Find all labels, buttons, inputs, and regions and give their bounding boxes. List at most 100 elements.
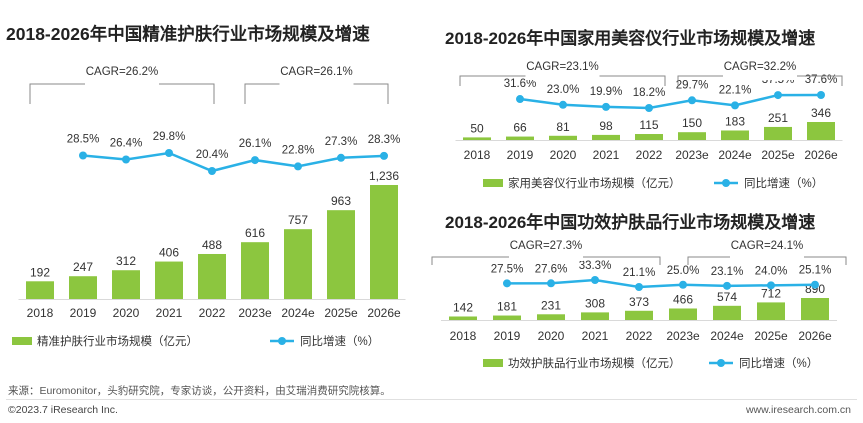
growth-point-2-8: [811, 280, 819, 289]
growth-label-0-5: 26.1%: [239, 138, 272, 150]
growth-point-2-1: [503, 279, 511, 288]
website-url: www.iresearch.com.cn: [745, 404, 851, 416]
bar-value-label-0-4: 488: [202, 238, 222, 252]
bar-value-label-2-3: 308: [585, 296, 605, 310]
growth-label-1-8: 37.6%: [805, 74, 838, 86]
category-label-1-8: 2026e: [804, 148, 838, 162]
bar-1-1: [506, 136, 534, 140]
bar-value-label-0-8: 1,236: [369, 169, 399, 183]
bar-0-5: [241, 242, 269, 299]
growth-point-1-4: [645, 104, 653, 112]
growth-label-0-7: 27.3%: [325, 136, 358, 148]
cagr-label-0-1: CAGR=26.1%: [280, 66, 353, 78]
copyright: ©2023.7 iResearch Inc.: [8, 404, 118, 416]
growth-label-2-3: 33.3%: [579, 260, 612, 272]
cagr-label-0-0: CAGR=26.2%: [86, 66, 159, 78]
bar-value-label-1-5: 150: [682, 116, 702, 130]
bar-value-label-1-0: 50: [470, 121, 484, 135]
bar-2-3: [581, 312, 609, 320]
growth-point-2-4: [635, 283, 643, 291]
category-label-1-1: 2019: [507, 148, 534, 162]
growth-label-1-4: 18.2%: [633, 87, 666, 99]
growth-point-2-2: [547, 279, 555, 288]
growth-line-0: [82, 151, 385, 173]
bar-value-label-1-1: 66: [513, 121, 527, 135]
category-label-0-1: 2019: [70, 306, 97, 320]
legend-bar-label-2: 功效护肤品行业市场规模（亿元）: [508, 356, 681, 370]
bar-value-label-0-7: 963: [331, 194, 351, 208]
growth-point-0-6: [294, 162, 302, 171]
bar-value-label-0-2: 312: [116, 254, 136, 268]
bar-value-label-2-2: 231: [541, 298, 561, 312]
growth-point-2-3: [591, 276, 599, 284]
legend-line-label-1: 同比增速（%）: [744, 176, 823, 190]
bar-value-label-2-5: 466: [673, 292, 693, 306]
category-label-2-0: 2018: [450, 329, 477, 343]
cagr-label-bg-2-1: [730, 253, 804, 261]
category-label-2-8: 2026e: [798, 329, 832, 343]
cagr-label-1-0: CAGR=23.1%: [526, 61, 599, 73]
cagr-label-bg-0-1: [279, 80, 354, 88]
category-label-0-0: 2018: [27, 306, 54, 320]
category-label-2-3: 2021: [582, 329, 609, 343]
legend-bar-label-0: 精准护肤行业市场规模（亿元）: [37, 334, 198, 348]
growth-label-2-2: 27.6%: [535, 263, 568, 275]
category-label-2-4: 2022: [626, 329, 653, 343]
footer-divider: [6, 399, 857, 400]
bar-1-6: [721, 130, 749, 140]
growth-label-1-1: 31.6%: [504, 78, 537, 90]
cagr-label-bg-1-0: [525, 72, 600, 80]
category-label-1-7: 2025e: [761, 148, 795, 162]
category-label-2-6: 2024e: [710, 329, 744, 343]
bar-value-label-1-3: 98: [599, 119, 613, 133]
bar-value-label-0-6: 757: [288, 213, 308, 227]
bar-0-2: [112, 270, 140, 299]
legend-bar-swatch-0: [12, 337, 32, 345]
growth-line-2: [506, 278, 816, 289]
category-label-0-3: 2021: [156, 306, 183, 320]
cagr-label-bg-1-1: [723, 72, 797, 80]
growth-point-0-8: [380, 151, 388, 160]
bar-1-5: [678, 132, 706, 140]
chart-title-functional-skincare: 2018-2026年中国功效护肤品行业市场规模及增速: [445, 213, 816, 232]
growth-label-2-8: 25.1%: [799, 265, 832, 277]
bar-value-label-2-4: 373: [629, 295, 649, 309]
bar-0-3: [155, 261, 183, 299]
growth-label-2-7: 24.0%: [755, 265, 788, 277]
category-label-1-5: 2023e: [675, 148, 709, 162]
legend-bar-swatch-1: [483, 179, 503, 187]
growth-label-0-6: 22.8%: [282, 144, 315, 156]
bar-1-3: [592, 134, 620, 140]
category-label-2-5: 2023e: [666, 329, 700, 343]
bar-1-8: [807, 122, 835, 140]
bar-1-7: [764, 126, 792, 140]
growth-point-1-3: [602, 102, 610, 111]
legend-line-label-0: 同比增速（%）: [300, 334, 379, 348]
bar-value-label-2-1: 181: [497, 300, 517, 314]
bar-2-0: [449, 316, 477, 320]
bar-value-label-1-2: 81: [556, 120, 570, 134]
bar-value-label-1-4: 115: [639, 118, 658, 132]
growth-point-0-3: [165, 149, 173, 157]
growth-label-0-1: 28.5%: [67, 133, 100, 145]
growth-line-1: [519, 93, 822, 110]
cagr-label-1-1: CAGR=32.2%: [724, 61, 797, 73]
legend-line-marker-0: [278, 337, 286, 345]
growth-point-0-2: [122, 155, 130, 164]
bar-value-label-1-8: 346: [811, 106, 831, 120]
growth-point-2-5: [679, 280, 687, 289]
chart-title-beauty-device: 2018-2026年中国家用美容仪行业市场规模及增速: [445, 29, 816, 48]
growth-label-2-6: 23.1%: [711, 266, 744, 278]
bar-value-label-1-6: 183: [725, 114, 745, 128]
bar-0-4: [198, 253, 226, 299]
category-label-1-2: 2020: [550, 148, 577, 162]
growth-point-0-7: [337, 153, 345, 162]
legend-bar-swatch-2: [483, 359, 503, 367]
bar-2-8: [801, 298, 829, 320]
growth-point-0-5: [251, 156, 259, 165]
bar-1-0: [463, 137, 491, 140]
cagr-label-2-0: CAGR=27.3%: [510, 240, 583, 252]
growth-point-1-1: [516, 95, 524, 104]
growth-label-0-8: 28.3%: [368, 134, 401, 146]
